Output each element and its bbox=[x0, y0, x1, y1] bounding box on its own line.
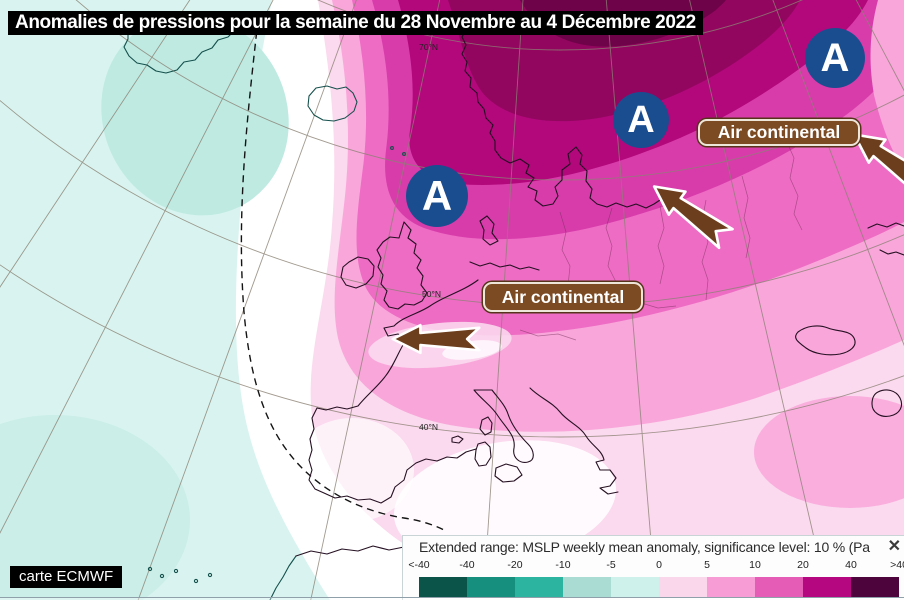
latitude-label-50n: 50°N bbox=[422, 289, 441, 299]
legend-tick: -20 bbox=[507, 559, 523, 571]
legend-swatch bbox=[755, 577, 803, 597]
white-patch-mediterranean bbox=[393, 440, 617, 564]
anticyclone-marker: A bbox=[406, 165, 468, 227]
legend-title: Extended range: MSLP weekly mean anomaly… bbox=[419, 539, 870, 555]
legend-tick: -10 bbox=[555, 559, 571, 571]
negative-anomaly-core-south bbox=[0, 415, 190, 600]
legend-tick: 5 bbox=[704, 559, 710, 571]
legend-tick: -40 bbox=[459, 559, 475, 571]
legend-swatch bbox=[563, 577, 611, 597]
window-edge-line bbox=[0, 597, 904, 598]
legend-panel: Extended range: MSLP weekly mean anomaly… bbox=[402, 535, 904, 600]
legend-swatch bbox=[659, 577, 707, 597]
legend-swatch bbox=[419, 577, 467, 597]
close-icon[interactable]: ✕ bbox=[887, 538, 901, 555]
map-credit: carte ECMWF bbox=[10, 566, 123, 588]
legend-tick-labels: <-40 -40 -20 -10 -5 0 5 10 20 40 >40 bbox=[408, 559, 904, 573]
latitude-label-70n: 70°N bbox=[419, 42, 438, 52]
legend-swatch bbox=[851, 577, 899, 597]
negative-anomaly-core bbox=[101, 14, 289, 216]
air-continental-label: Air continental bbox=[698, 119, 860, 146]
significance-contour bbox=[240, 19, 445, 531]
white-patch-iberia bbox=[290, 418, 414, 522]
pink-patch-southeast bbox=[754, 396, 904, 508]
legend-color-bar bbox=[419, 577, 899, 597]
map-title: Anomalies de pressions pour la semaine d… bbox=[8, 11, 703, 35]
wind-arrow-icon bbox=[652, 185, 734, 250]
wind-arrow-icon bbox=[852, 133, 904, 198]
wind-arrow-icon bbox=[391, 323, 481, 355]
legend-tick: <-40 bbox=[408, 559, 430, 571]
air-continental-label: Air continental bbox=[483, 282, 643, 312]
legend-tick: 10 bbox=[749, 559, 761, 571]
anticyclone-marker: A bbox=[613, 92, 669, 148]
window-edge-strip bbox=[0, 598, 904, 600]
legend-swatch bbox=[803, 577, 851, 597]
latitude-label-40n: 40°N bbox=[419, 422, 438, 432]
legend-swatch bbox=[467, 577, 515, 597]
legend-tick: 20 bbox=[797, 559, 809, 571]
legend-swatch bbox=[515, 577, 563, 597]
legend-tick: 0 bbox=[656, 559, 662, 571]
anticyclone-marker: A bbox=[805, 28, 865, 88]
legend-tick: 40 bbox=[845, 559, 857, 571]
legend-tick: >40 bbox=[890, 559, 904, 571]
legend-tick: -5 bbox=[606, 559, 616, 571]
legend-swatch bbox=[611, 577, 659, 597]
legend-swatch bbox=[707, 577, 755, 597]
